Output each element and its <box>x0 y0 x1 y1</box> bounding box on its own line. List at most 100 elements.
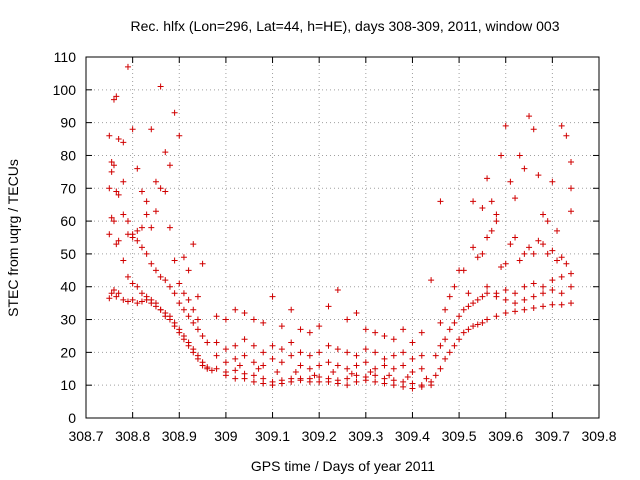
data-point <box>325 342 332 349</box>
data-point <box>474 321 481 328</box>
data-point <box>372 349 379 356</box>
data-point <box>185 342 192 349</box>
data-point <box>194 293 201 300</box>
data-point <box>204 339 211 346</box>
data-point <box>381 380 388 387</box>
data-point <box>269 382 276 389</box>
data-point <box>176 300 183 307</box>
data-point <box>278 359 285 366</box>
data-point <box>460 267 467 274</box>
data-point <box>530 126 537 133</box>
data-point <box>334 380 341 387</box>
y-axis-label: STEC from uqrg / TECUs <box>5 159 21 317</box>
data-point <box>297 362 304 369</box>
data-point <box>157 306 164 313</box>
data-point <box>250 316 257 323</box>
data-point <box>451 342 458 349</box>
data-point <box>148 224 155 231</box>
data-point <box>143 198 150 205</box>
data-point <box>493 290 500 297</box>
data-point <box>176 280 183 287</box>
data-point <box>558 122 565 129</box>
data-point <box>241 352 248 359</box>
data-point <box>390 336 397 343</box>
x-tick-label: 309.2 <box>302 428 337 444</box>
data-point <box>344 316 351 323</box>
data-point <box>568 270 575 277</box>
data-point <box>390 382 397 389</box>
y-tick-label: 50 <box>60 246 76 262</box>
data-point <box>306 352 313 359</box>
data-point <box>292 369 299 376</box>
x-tick-label: 309.8 <box>581 428 616 444</box>
data-point <box>516 257 523 264</box>
data-point <box>134 165 141 172</box>
data-point <box>330 369 337 376</box>
x-tick-label: 309.4 <box>395 428 430 444</box>
data-point <box>498 152 505 159</box>
data-point <box>288 378 295 385</box>
data-point <box>409 355 416 362</box>
data-point <box>232 306 239 313</box>
data-point <box>106 132 113 139</box>
data-point <box>488 227 495 234</box>
x-tick-label: 308.9 <box>162 428 197 444</box>
data-point <box>479 250 486 257</box>
data-point <box>344 375 351 382</box>
data-point <box>194 355 201 362</box>
data-point <box>124 273 131 280</box>
data-point <box>549 247 556 254</box>
data-point <box>316 323 323 330</box>
data-point <box>437 365 444 372</box>
data-point <box>446 349 453 356</box>
data-point <box>512 308 519 315</box>
y-tick-label: 40 <box>60 279 76 295</box>
data-point <box>134 283 141 290</box>
data-point <box>558 273 565 280</box>
data-point <box>138 188 145 195</box>
data-point <box>171 323 178 330</box>
data-point <box>474 254 481 261</box>
data-point <box>278 323 285 330</box>
data-point <box>152 208 159 215</box>
data-point <box>521 296 528 303</box>
data-point <box>288 352 295 359</box>
data-point <box>540 303 547 310</box>
data-point <box>171 109 178 116</box>
data-point <box>297 349 304 356</box>
data-point <box>288 306 295 313</box>
data-point <box>148 126 155 133</box>
data-point <box>108 168 115 175</box>
data-point <box>260 319 267 326</box>
data-point <box>115 237 122 244</box>
data-point <box>166 316 173 323</box>
data-point <box>442 355 449 362</box>
data-point <box>162 188 169 195</box>
data-point <box>521 250 528 257</box>
data-point <box>232 367 239 374</box>
data-point <box>250 359 257 366</box>
data-point <box>143 250 150 257</box>
data-point <box>386 372 393 379</box>
data-point <box>115 290 122 297</box>
data-point <box>260 380 267 387</box>
data-point <box>311 372 318 379</box>
data-point <box>157 185 164 192</box>
data-point <box>124 218 131 225</box>
y-tick-label: 110 <box>54 49 77 65</box>
data-point <box>108 159 115 166</box>
data-point <box>418 329 425 336</box>
data-point <box>180 306 187 313</box>
data-point <box>241 309 248 316</box>
data-points <box>106 63 575 392</box>
data-point <box>110 96 117 103</box>
x-tick-label: 308.7 <box>68 428 103 444</box>
data-point <box>278 380 285 387</box>
data-point <box>502 260 509 267</box>
data-point <box>138 290 145 297</box>
data-point <box>512 290 519 297</box>
data-point <box>484 290 491 297</box>
data-point <box>446 326 453 333</box>
data-point <box>460 329 467 336</box>
